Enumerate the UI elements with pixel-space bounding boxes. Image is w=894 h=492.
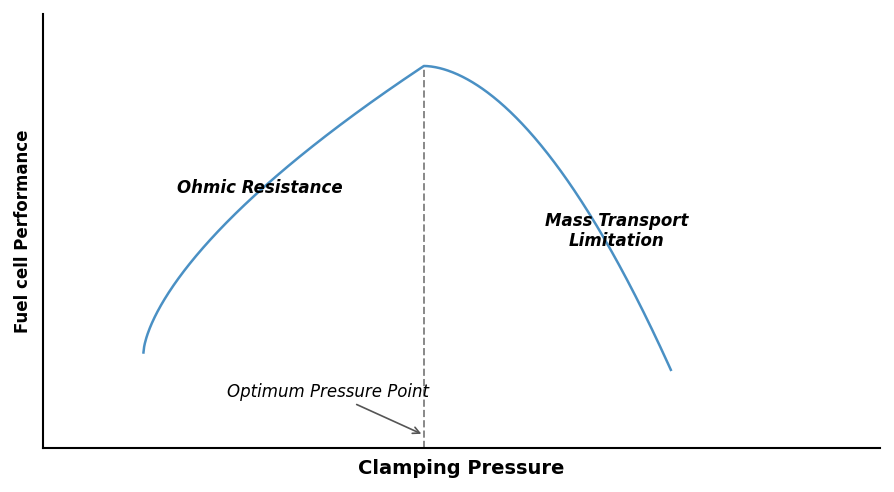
X-axis label: Clamping Pressure: Clamping Pressure bbox=[358, 459, 565, 478]
Y-axis label: Fuel cell Performance: Fuel cell Performance bbox=[14, 129, 32, 333]
Text: Mass Transport
Limitation: Mass Transport Limitation bbox=[545, 212, 688, 250]
Text: Optimum Pressure Point: Optimum Pressure Point bbox=[227, 383, 429, 433]
Text: Ohmic Resistance: Ohmic Resistance bbox=[177, 179, 342, 196]
